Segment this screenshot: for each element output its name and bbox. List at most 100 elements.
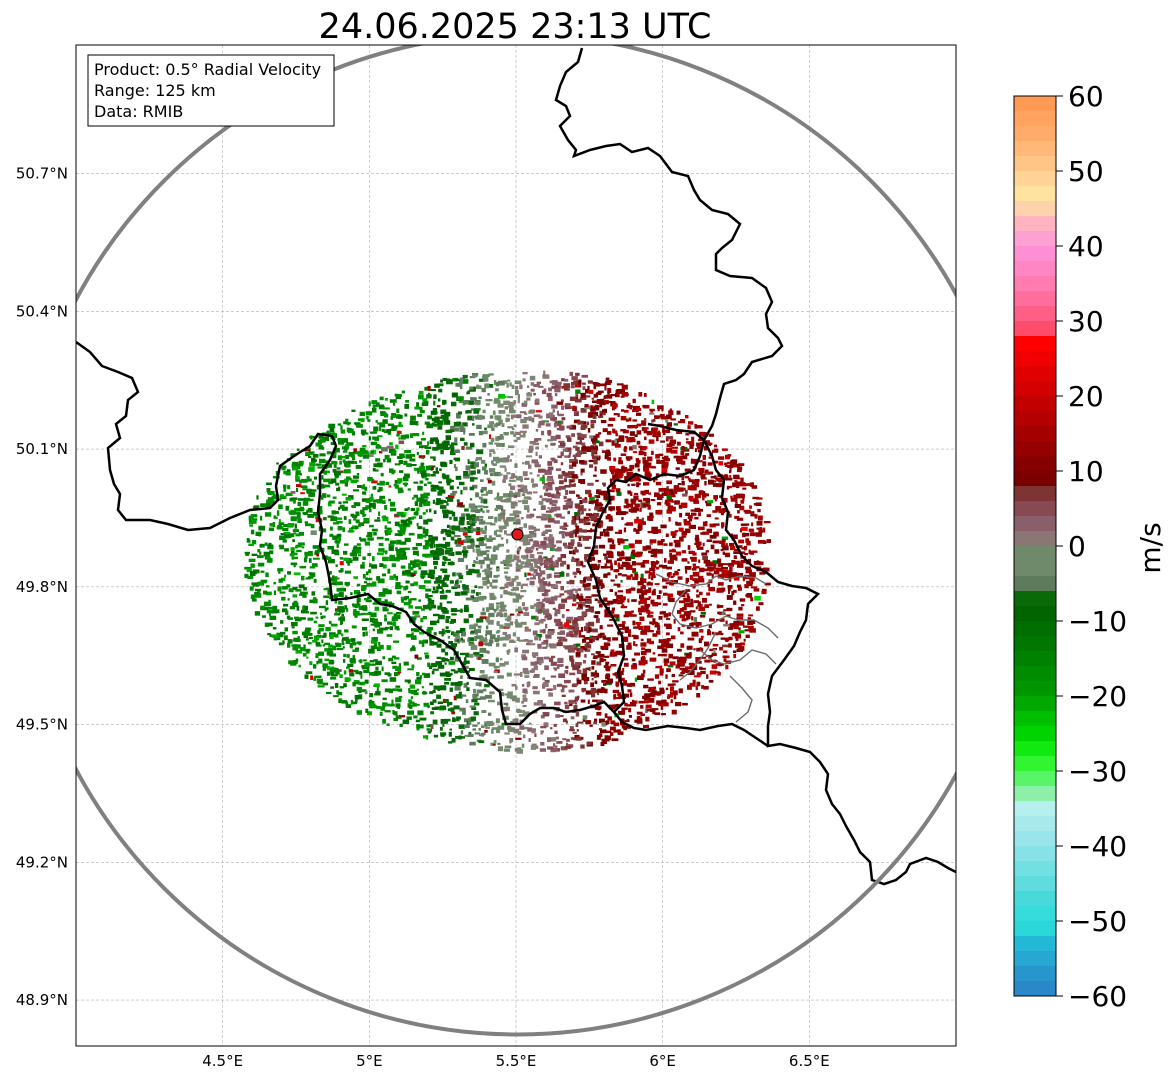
colorbar-tick-label: 50 bbox=[1068, 155, 1104, 188]
colorbar-band bbox=[1014, 156, 1056, 172]
colorbar-band bbox=[1014, 186, 1056, 202]
colorbar-bands bbox=[1014, 96, 1056, 997]
colorbar-band bbox=[1014, 696, 1056, 712]
colorbar-band bbox=[1014, 801, 1056, 817]
colorbar-band bbox=[1014, 441, 1056, 457]
colorbar-band bbox=[1014, 591, 1056, 607]
colorbar-band bbox=[1014, 411, 1056, 427]
colorbar-band bbox=[1014, 666, 1056, 682]
info-box: Product: 0.5° Radial Velocity Range: 125… bbox=[87, 54, 335, 127]
y-tick-label: 48.9°N bbox=[16, 991, 68, 1009]
colorbar-band bbox=[1014, 321, 1056, 337]
border-lux-internal-a bbox=[655, 573, 779, 723]
colorbar-band bbox=[1014, 576, 1056, 592]
colorbar-band bbox=[1014, 396, 1056, 412]
colorbar-band bbox=[1014, 111, 1056, 127]
x-axis-ticks: 4.5°E 5°E 5.5°E 6°E 6.5°E bbox=[202, 1052, 830, 1070]
colorbar-band bbox=[1014, 951, 1056, 967]
colorbar-band bbox=[1014, 741, 1056, 757]
colorbar-band bbox=[1014, 336, 1056, 352]
colorbar-band bbox=[1014, 291, 1056, 307]
colorbar-band bbox=[1014, 171, 1056, 187]
colorbar-band bbox=[1014, 636, 1056, 652]
x-tick-label: 5.5°E bbox=[496, 1052, 537, 1070]
colorbar-band bbox=[1014, 606, 1056, 622]
colorbar-band bbox=[1014, 816, 1056, 832]
colorbar-tick-label: −60 bbox=[1068, 980, 1127, 1013]
colorbar-band bbox=[1014, 501, 1056, 517]
colorbar-ticks: 60 50 40 30 20 10 0 −10 −20 −30 −40 −50 −60 bbox=[1056, 80, 1127, 1013]
colorbar-tick-label: 0 bbox=[1068, 530, 1086, 563]
colorbar-band bbox=[1014, 201, 1056, 217]
colorbar-tick-label: 10 bbox=[1068, 455, 1104, 488]
colorbar-band bbox=[1014, 621, 1056, 637]
colorbar-band bbox=[1014, 216, 1056, 232]
colorbar-tick-label: −40 bbox=[1068, 830, 1127, 863]
colorbar-tick-label: −20 bbox=[1068, 680, 1127, 713]
colorbar-band bbox=[1014, 771, 1056, 787]
colorbar-band bbox=[1014, 651, 1056, 667]
colorbar-band bbox=[1014, 711, 1056, 727]
y-axis-ticks: 50.7°N 50.4°N 50.1°N 49.8°N 49.5°N 49.2°N 48.9… bbox=[16, 165, 68, 1010]
y-tick-label: 49.2°N bbox=[16, 853, 68, 871]
colorbar-band bbox=[1014, 876, 1056, 892]
colorbar-band bbox=[1014, 966, 1056, 982]
colorbar-band bbox=[1014, 786, 1056, 802]
colorbar-tick-label: 40 bbox=[1068, 230, 1104, 263]
x-tick-label: 4.5°E bbox=[202, 1052, 243, 1070]
figure-title: 24.06.2025 23:13 UTC bbox=[319, 7, 712, 47]
colorbar-band bbox=[1014, 756, 1056, 772]
colorbar-band bbox=[1014, 546, 1056, 577]
colorbar-band bbox=[1014, 921, 1056, 937]
x-tick-label: 5°E bbox=[356, 1052, 383, 1070]
radar-site-marker bbox=[511, 528, 524, 541]
border-belgium-france bbox=[76, 340, 769, 748]
colorbar-tick-label: −10 bbox=[1068, 605, 1127, 638]
map-frame bbox=[75, 44, 957, 1047]
colorbar-band bbox=[1014, 231, 1056, 247]
colorbar-band bbox=[1014, 141, 1056, 157]
colorbar-band bbox=[1014, 426, 1056, 442]
info-range: Range: 125 km bbox=[94, 81, 216, 100]
map-area: Product: 0.5° Radial Velocity Range: 125… bbox=[76, 45, 956, 1046]
colorbar-tick-label: 60 bbox=[1068, 80, 1104, 113]
colorbar-unit-label: m/s bbox=[1134, 522, 1167, 573]
colorbar-band bbox=[1014, 306, 1056, 322]
colorbar-band bbox=[1014, 936, 1056, 952]
colorbar-band bbox=[1014, 531, 1056, 547]
colorbar-band bbox=[1014, 276, 1056, 292]
x-tick-label: 6°E bbox=[649, 1052, 676, 1070]
colorbar-tick-label: 30 bbox=[1068, 305, 1104, 338]
colorbar-band bbox=[1014, 846, 1056, 862]
colorbar-band bbox=[1014, 126, 1056, 142]
colorbar-band bbox=[1014, 906, 1056, 922]
colorbar-band bbox=[1014, 726, 1056, 742]
velocity-echoes bbox=[244, 370, 771, 754]
colorbar-band bbox=[1014, 471, 1056, 487]
y-tick-label: 50.7°N bbox=[16, 165, 68, 183]
colorbar-tick-label: −50 bbox=[1068, 905, 1127, 938]
radar-range-ring bbox=[76, 45, 956, 1037]
info-data-source: Data: RMIB bbox=[94, 102, 183, 121]
colorbar-band bbox=[1014, 96, 1056, 112]
border-belgium-germany-netherlands bbox=[554, 47, 784, 441]
y-tick-label: 50.1°N bbox=[16, 440, 68, 458]
colorbar-tick-label: 20 bbox=[1068, 380, 1104, 413]
colorbar-band bbox=[1014, 981, 1056, 997]
y-tick-label: 50.4°N bbox=[16, 302, 68, 320]
colorbar: 60 50 40 30 20 10 0 −10 −20 −30 −40 −50 −60 m/s bbox=[1013, 80, 1167, 1013]
colorbar-band bbox=[1014, 486, 1056, 502]
colorbar-band bbox=[1014, 861, 1056, 877]
colorbar-band bbox=[1014, 831, 1056, 847]
border-belgium-luxembourg bbox=[586, 422, 706, 713]
y-tick-label: 49.8°N bbox=[16, 578, 68, 596]
info-product: Product: 0.5° Radial Velocity bbox=[94, 60, 321, 79]
colorbar-band bbox=[1014, 891, 1056, 907]
colorbar-band bbox=[1014, 261, 1056, 277]
colorbar-tick-label: −30 bbox=[1068, 755, 1127, 788]
y-tick-label: 49.5°N bbox=[16, 716, 68, 734]
x-tick-label: 6.5°E bbox=[789, 1052, 830, 1070]
colorbar-band bbox=[1014, 366, 1056, 382]
colorbar-band bbox=[1014, 456, 1056, 472]
